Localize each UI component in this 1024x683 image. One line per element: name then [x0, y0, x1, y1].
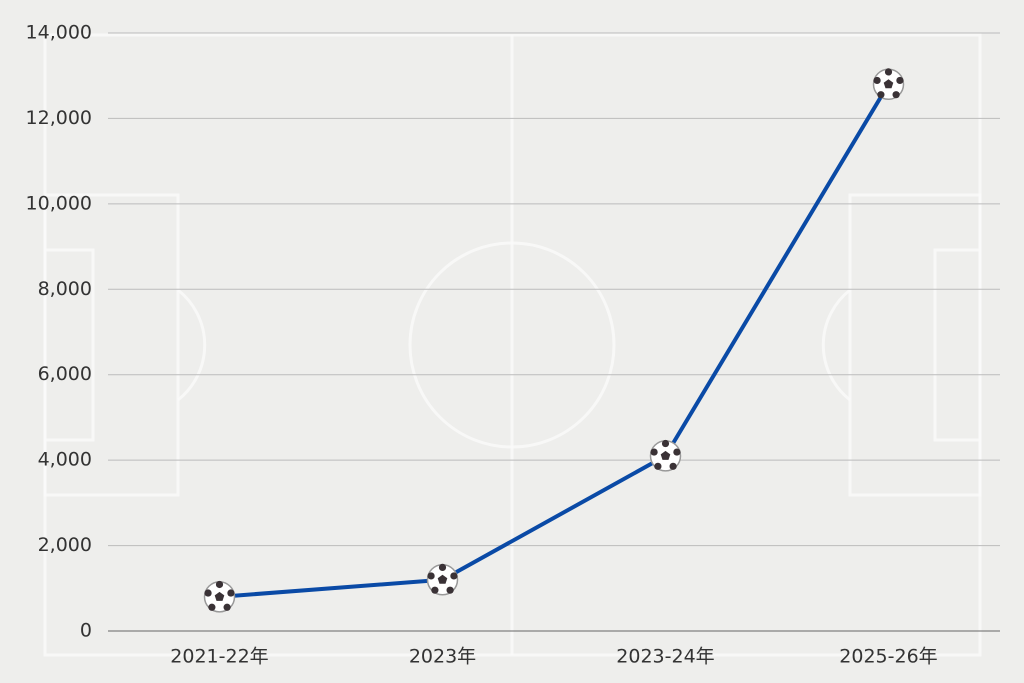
ball-patch [673, 448, 681, 456]
ball-patch [896, 76, 904, 85]
y-tick-label: 12,000 [26, 107, 92, 129]
ball-patch [883, 79, 894, 89]
ball-patch [431, 586, 439, 594]
ball-patch [892, 91, 900, 99]
ball-patch [650, 448, 658, 456]
ball-marker [203, 580, 236, 613]
y-tick-label: 14,000 [26, 22, 92, 44]
ball-patch [227, 589, 235, 597]
ball-patch [215, 580, 224, 589]
x-tick-label: 2023-24年 [616, 646, 714, 668]
y-tick-label: 6,000 [38, 363, 92, 385]
ball-patch [204, 589, 212, 597]
y-tick-label: 2,000 [38, 534, 92, 556]
ball-patch [446, 586, 454, 594]
x-tick-label: 2025-26年 [839, 646, 937, 668]
ball-patch [437, 574, 448, 584]
ball-patch [654, 462, 662, 470]
x-tick-label: 2021-22年 [170, 646, 268, 668]
ball-patch [661, 439, 670, 448]
y-tick-label: 4,000 [38, 449, 92, 471]
ball-patch [208, 603, 216, 611]
ball-marker [426, 563, 459, 596]
ball-patch [669, 462, 677, 470]
ball-patch [660, 450, 671, 460]
ball-patch [427, 572, 435, 580]
ball-patch [884, 68, 893, 76]
ball-patch [877, 91, 885, 99]
ball-patch [214, 591, 225, 601]
ball-patch [223, 603, 231, 611]
y-tick-label: 8,000 [38, 278, 92, 300]
ball-patch [450, 572, 458, 580]
ball-patch [873, 76, 881, 85]
y-tick-label: 0 [80, 620, 92, 642]
x-tick-label: 2023年 [409, 646, 476, 668]
pitch-background [43, 33, 982, 657]
data-line [219, 83, 891, 599]
y-tick-label: 10,000 [26, 192, 92, 214]
ball-patch [438, 563, 447, 571]
ball-marker [872, 68, 905, 101]
ball-marker [649, 439, 682, 472]
